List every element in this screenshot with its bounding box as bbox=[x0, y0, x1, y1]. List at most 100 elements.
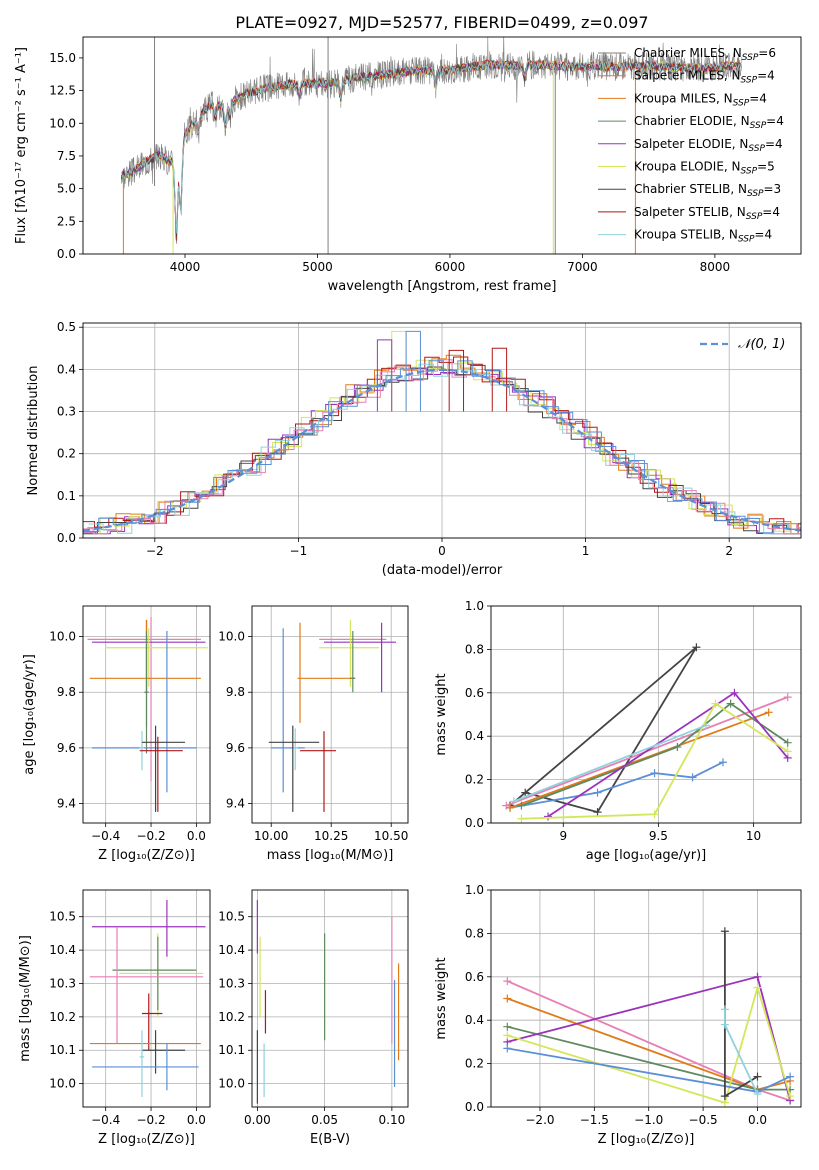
legend-count: =4 bbox=[765, 137, 783, 151]
histogram-step bbox=[87, 354, 801, 535]
histogram-step bbox=[83, 359, 801, 535]
weight-marker bbox=[509, 797, 518, 806]
weight-marker bbox=[764, 708, 773, 717]
legend-subscript: SSP bbox=[750, 121, 767, 131]
weight-marker bbox=[753, 983, 762, 992]
legend-entry: Chabrier STELIB, NSSP=3 bbox=[634, 182, 781, 199]
y-tick-label: 10.0 bbox=[218, 630, 245, 644]
legend-count: =3 bbox=[764, 182, 782, 196]
age-vs-mass-axes: 10.00 10.25 10.50 9.4 9.6 9.8 10.0 mass [log₁₀(… bbox=[218, 606, 408, 863]
y-tick-label: 10.0 bbox=[218, 1077, 245, 1091]
histogram-peak-bin bbox=[491, 347, 508, 412]
gaussian-curve bbox=[83, 368, 801, 532]
weight-marker bbox=[692, 643, 701, 652]
figure-title: PLATE=0927, MJD=52577, FIBERID=0499, z=0… bbox=[235, 13, 648, 32]
weight-line bbox=[724, 931, 758, 1098]
age-vs-Z-axes: −0.4 −0.2 0.0 9.4 9.6 9.8 10.0 Z [log₁₀(Z/Z⊙)] a… bbox=[22, 606, 210, 863]
y-tick-label: 9.6 bbox=[57, 741, 76, 755]
legend-entry: Chabrier ELODIE, NSSP=4 bbox=[634, 114, 784, 131]
x-tick-label: 2 bbox=[725, 544, 733, 558]
weight-vs-Z-axes: −2.0 −1.5 −1.0 −0.5 0.0 0.0 0.2 0.4 0.6 0.8 1.0 Z [… bbox=[434, 883, 801, 1147]
y-tick-label: 0.6 bbox=[465, 686, 484, 700]
weight-line bbox=[513, 724, 707, 803]
weight-marker bbox=[650, 810, 659, 819]
x-axis-label: wavelength [Angstrom, rest frame] bbox=[328, 279, 557, 294]
legend-label: Salpeter ELODIE, N bbox=[634, 137, 748, 151]
spectrum-series bbox=[121, 37, 742, 254]
x-tick-label: −1.5 bbox=[580, 1113, 609, 1127]
y-tick-label: 10.2 bbox=[49, 1010, 76, 1024]
y-tick-label: 9.4 bbox=[57, 797, 76, 811]
weight-line bbox=[507, 984, 791, 1104]
spectrum-axes: 4000 5000 6000 7000 8000 0.0 2.5 5.0 7.5 10.0 12.5… bbox=[14, 47, 730, 294]
age-vs-Z-frame bbox=[82, 605, 211, 824]
y-tick-label: 10.1 bbox=[218, 1043, 245, 1057]
weight-line bbox=[724, 1009, 759, 1095]
x-axis-label: (data-model)/error bbox=[382, 563, 503, 578]
legend-label: Kroupa MILES, N bbox=[634, 91, 733, 105]
weight-line bbox=[521, 702, 789, 820]
weight-marker bbox=[544, 812, 553, 821]
legend-subscript: SSP bbox=[748, 144, 765, 154]
legend-count: =4 bbox=[766, 114, 784, 128]
weight-marker bbox=[503, 1022, 512, 1031]
x-tick-label: 1 bbox=[582, 544, 590, 558]
y-tick-label: 10.1 bbox=[49, 1043, 76, 1057]
weight-marker bbox=[783, 738, 792, 747]
y-tick-label: 12.5 bbox=[49, 84, 76, 98]
legend-entry: 𝒩(0, 1) bbox=[738, 337, 785, 352]
weight-marker bbox=[726, 699, 735, 708]
legend-entry: Kroupa STELIB, NSSP=4 bbox=[634, 228, 772, 245]
y-tick-label: 0.0 bbox=[57, 531, 76, 545]
x-tick-label: −2.0 bbox=[525, 1113, 554, 1127]
x-tick-label: 0.0 bbox=[187, 829, 206, 843]
histogram-step bbox=[84, 360, 801, 534]
weight-marker bbox=[719, 758, 728, 767]
x-axis-label: mass [log₁₀(M/M⊙)] bbox=[267, 848, 394, 863]
weight-marker bbox=[593, 788, 602, 797]
legend-entry: Salpeter MILES, NSSP=4 bbox=[634, 69, 775, 86]
y-tick-label: 10.5 bbox=[218, 910, 245, 924]
y-axis-label: mass [log₁₀(M/M⊙)] bbox=[18, 935, 33, 1062]
weight-marker bbox=[783, 747, 792, 756]
y-tick-label: 1.0 bbox=[465, 599, 484, 613]
x-tick-label: −1 bbox=[290, 544, 308, 558]
x-tick-label: −0.4 bbox=[91, 829, 120, 843]
y-tick-label: 0.5 bbox=[57, 320, 76, 334]
x-tick-label: 5000 bbox=[302, 260, 333, 274]
legend-count: =5 bbox=[757, 160, 775, 174]
y-tick-label: 0.2 bbox=[465, 1057, 484, 1071]
y-tick-label: 7.5 bbox=[57, 149, 76, 163]
y-axis-label: age [log₁₀(age/yr)] bbox=[22, 654, 37, 775]
legend-entry: Kroupa ELODIE, NSSP=5 bbox=[634, 160, 775, 177]
mass-vs-Z-axes: −0.4 −0.2 0.0 10.0 10.1 10.2 10.3 10.4 10.5 Z [lo… bbox=[18, 890, 210, 1147]
y-axis-label: Normed distribution bbox=[26, 366, 41, 496]
weight-marker bbox=[506, 803, 515, 812]
legend-count: =6 bbox=[758, 46, 776, 60]
y-tick-label: 0.2 bbox=[57, 447, 76, 461]
legend-subscript: SSP bbox=[742, 53, 759, 63]
x-tick-label: 0.05 bbox=[311, 1113, 338, 1127]
mass-vs-ebv-points bbox=[256, 900, 400, 1104]
weight-marker bbox=[503, 977, 512, 986]
y-tick-label: 0.0 bbox=[465, 1100, 484, 1114]
x-tick-label: 6000 bbox=[435, 260, 466, 274]
weight-marker bbox=[503, 1031, 512, 1040]
legend-count: =4 bbox=[757, 69, 775, 83]
y-tick-label: 10.0 bbox=[49, 630, 76, 644]
weight-marker bbox=[593, 808, 602, 817]
weight-marker bbox=[650, 769, 659, 778]
y-tick-label: 0.1 bbox=[57, 489, 76, 503]
y-tick-label: 0.4 bbox=[465, 1013, 484, 1027]
y-tick-label: 9.8 bbox=[226, 685, 245, 699]
legend-entry: Chabrier MILES, NSSP=6 bbox=[634, 46, 776, 63]
weight-marker bbox=[753, 1072, 762, 1081]
y-tick-label: 0.3 bbox=[57, 405, 76, 419]
legend-label: Chabrier ELODIE, N bbox=[634, 114, 750, 128]
weight-marker bbox=[517, 801, 526, 810]
legend-label: Chabrier MILES, N bbox=[634, 46, 742, 60]
y-tick-label: 9.4 bbox=[226, 797, 245, 811]
weight-marker bbox=[502, 801, 511, 810]
x-tick-label: 4000 bbox=[170, 260, 201, 274]
